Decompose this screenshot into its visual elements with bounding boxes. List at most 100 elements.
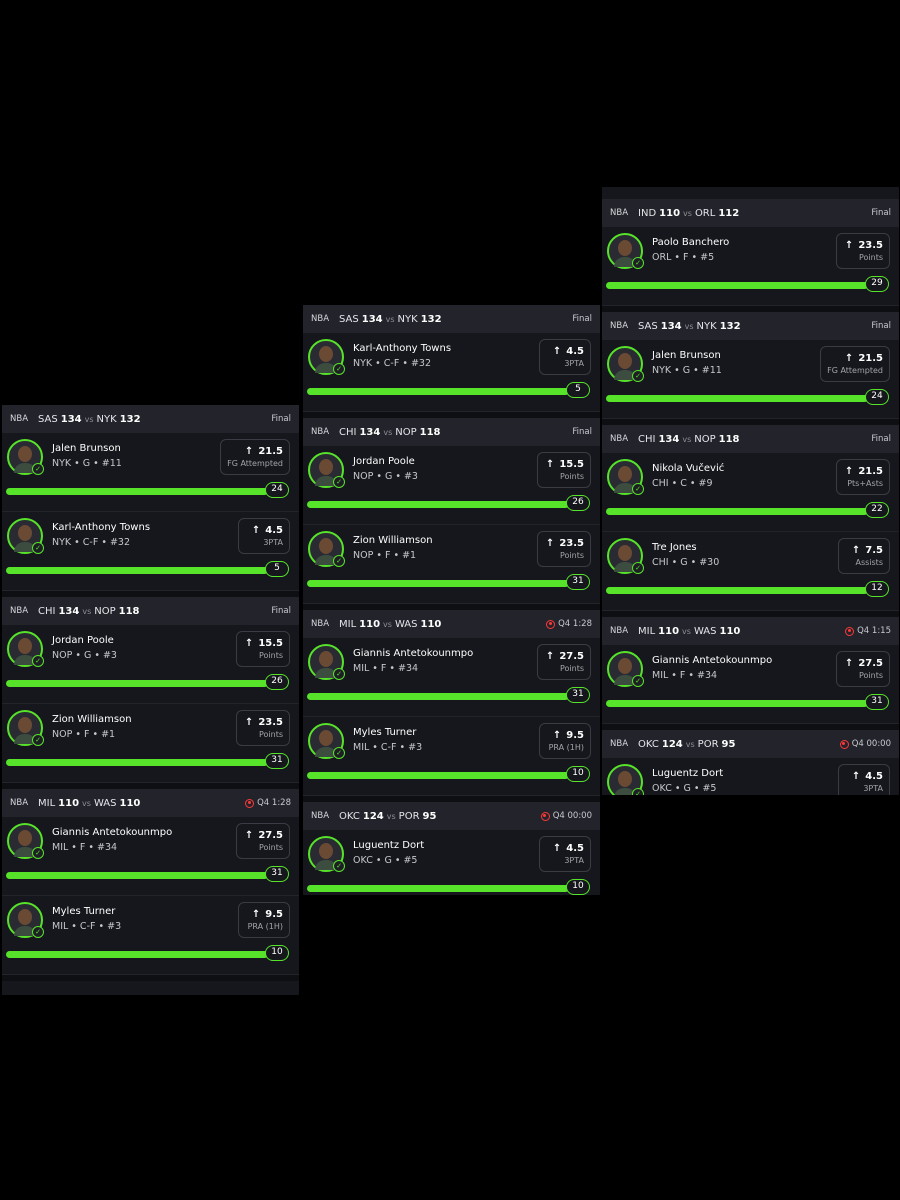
versus-label: vs (684, 321, 694, 331)
pick-row[interactable]: ✓ Giannis Antetokounmpo MIL • F • #34 ↑ 2… (303, 638, 600, 717)
player-avatar[interactable]: ✓ (7, 631, 44, 667)
avatar-body (14, 734, 36, 744)
game-header[interactable]: NBA MIL 110 vs WAS 110 Q4 1:28 (2, 789, 299, 817)
team-away: SAS (339, 313, 359, 325)
pick-row[interactable]: ✓ Jordan Poole NOP • G • #3 ↑ 15.5 Points… (303, 446, 600, 525)
game-card[interactable]: NBA SAS 134 vs NYK 132 Final ✓ Jalen Bru… (2, 405, 299, 597)
prop-line-box[interactable]: ↑ 15.5 Points (537, 452, 591, 488)
player-avatar[interactable]: ✓ (308, 452, 345, 488)
pick-row[interactable]: ✓ Zion Williamson NOP • F • #1 ↑ 23.5 Poi… (303, 525, 600, 604)
pick-row[interactable]: ✓ Myles Turner MIL • C-F • #3 ↑ 9.5 PRA (… (303, 717, 600, 796)
game-card[interactable]: NBA MIL 110 vs WAS 110 Q4 1:28 ✓ Giannis… (303, 610, 600, 802)
game-card[interactable]: NBA CHI 134 vs NOP 118 Final ✓ Jordan Po… (2, 597, 299, 789)
game-header[interactable]: NBA CHI 134 vs NOP 118 Final (602, 425, 899, 453)
prop-line-box[interactable]: ↑ 23.5 Points (537, 531, 591, 567)
prop-line-box[interactable]: ↑ 21.5 FG Attempted (220, 439, 290, 475)
player-avatar[interactable]: ✓ (7, 710, 44, 746)
game-header[interactable]: NBA IND 110 vs ORL 112 Final (602, 199, 899, 227)
game-card[interactable]: NBA SAS 134 vs NYK 132 Final ✓ Karl-Anth… (303, 305, 600, 418)
prop-stat-label: Points (559, 664, 584, 673)
prop-line-box[interactable]: ↑ 7.5 Assists (838, 538, 890, 574)
pick-row[interactable]: ✓ Jalen Brunson NYK • G • #11 ↑ 21.5 FG A… (2, 433, 299, 512)
prop-line-value: 21.5 (858, 466, 883, 477)
player-avatar[interactable]: ✓ (7, 823, 44, 859)
prop-line-box[interactable]: ↑ 9.5 PRA (1H) (539, 723, 591, 759)
prop-line-box[interactable]: ↑ 4.5 3PTA (539, 836, 591, 872)
game-header[interactable]: NBA SAS 134 vs NYK 132 Final (2, 405, 299, 433)
pick-row[interactable]: ✓ Jordan Poole NOP • G • #3 ↑ 15.5 Points… (2, 625, 299, 704)
pick-row[interactable]: ✓ Karl-Anthony Towns NYK • C-F • #32 ↑ 4.… (303, 333, 600, 412)
game-card[interactable]: NBA CHI 134 vs NOP 118 Final ✓ Jordan Po… (303, 418, 600, 610)
player-avatar[interactable]: ✓ (607, 764, 644, 795)
avatar-body (614, 562, 636, 572)
game-header[interactable]: NBA CHI 134 vs NOP 118 Final (303, 418, 600, 446)
pick-row[interactable]: ✓ Giannis Antetokounmpo MIL • F • #34 ↑ 2… (2, 817, 299, 896)
prop-line-box[interactable]: ↑ 21.5 Pts+Asts (836, 459, 890, 495)
progress-bar (6, 680, 268, 687)
prop-line-box[interactable]: ↑ 4.5 3PTA (238, 518, 290, 554)
pick-row[interactable]: ✓ Giannis Antetokounmpo MIL • F • #34 ↑ 2… (602, 645, 899, 724)
prop-stat-label: Points (559, 472, 584, 481)
game-card[interactable]: NBA SAS 134 vs NYK 132 Final ✓ Jalen Bru… (602, 312, 899, 425)
prop-line-box[interactable]: ↑ 9.5 PRA (1H) (238, 902, 290, 938)
game-card[interactable]: NBA OKC 124 vs POR 95 Q4 00:00 ✓ Luguent… (602, 730, 899, 795)
player-avatar[interactable]: ✓ (607, 459, 644, 495)
game-card[interactable]: NBA CHI 134 vs NOP 118 Final ✓ Nikola Vu… (602, 425, 899, 617)
player-avatar[interactable]: ✓ (607, 538, 644, 574)
avatar-head (18, 717, 32, 733)
game-card[interactable]: NBA IND 110 vs ORL 112 Final ✓ Paolo Ban… (602, 199, 899, 312)
pick-row[interactable]: ✓ Karl-Anthony Towns NYK • C-F • #32 ↑ 4.… (2, 512, 299, 591)
game-status-text: Final (572, 314, 592, 324)
prop-line-box[interactable]: ↑ 4.5 3PTA (539, 339, 591, 375)
player-avatar[interactable]: ✓ (308, 339, 345, 375)
prop-line-box[interactable]: ↑ 23.5 Points (236, 710, 290, 746)
game-status-text: Final (871, 208, 891, 218)
player-name: Karl-Anthony Towns (353, 343, 452, 354)
league-label: NBA (610, 626, 629, 636)
pick-row[interactable]: ✓ Luguentz Dort OKC • G • #5 ↑4.5 3PTA 1… (303, 830, 600, 895)
pick-row[interactable]: ✓ Luguentz Dort OKC • G • #5 ↑4.5 3PTA 1… (602, 758, 899, 795)
game-card[interactable]: NBA MIL 110 vs WAS 110 Q4 1:28 ✓ Giannis… (2, 789, 299, 981)
player-avatar[interactable]: ✓ (308, 531, 345, 567)
pick-row[interactable]: ✓ Myles Turner MIL • C-F • #3 ↑ 9.5 PRA (… (2, 896, 299, 975)
player-avatar[interactable]: ✓ (7, 902, 44, 938)
player-info: NYK • C-F • #32 (52, 537, 130, 548)
pick-row[interactable]: ✓ Nikola Vučević CHI • C • #9 ↑ 21.5 Pts+… (602, 453, 899, 532)
prop-line-box[interactable]: ↑ 27.5 Points (836, 651, 890, 687)
avatar-head (319, 538, 333, 554)
team-home: NYK (96, 413, 117, 425)
prop-line-box[interactable]: ↑ 4.5 3PTA (838, 764, 890, 795)
game-header[interactable]: NBA MIL 110 vs WAS 110 Q4 1:28 (303, 610, 600, 638)
prop-line-value: 23.5 (858, 240, 883, 251)
player-avatar[interactable]: ✓ (607, 651, 644, 687)
player-avatar[interactable]: ✓ (607, 233, 644, 269)
player-avatar[interactable]: ✓ (308, 836, 345, 872)
game-header[interactable]: NBA MIL 110 vs WAS 110 Q4 1:15 (602, 617, 899, 645)
game-header[interactable]: NBA SAS 134 vs NYK 132 Final (602, 312, 899, 340)
player-name: Luguentz Dort (353, 840, 425, 851)
pick-row[interactable]: ✓ Tre Jones CHI • G • #30 ↑ 7.5 Assists 1… (602, 532, 899, 611)
player-name: Paolo Banchero (652, 237, 730, 248)
player-avatar[interactable]: ✓ (308, 644, 345, 680)
pick-row[interactable]: ✓ Paolo Banchero ORL • F • #5 ↑ 23.5 Poin… (602, 227, 899, 306)
game-card[interactable]: NBA OKC 124 vs POR 95 Q4 00:00 ✓ Luguent… (303, 802, 600, 895)
prop-line-box[interactable]: ↑ 23.5 Points (836, 233, 890, 269)
prop-line-value: 4.5 (566, 346, 584, 357)
pick-row[interactable]: ✓ Jalen Brunson NYK • G • #11 ↑ 21.5 FG A… (602, 340, 899, 419)
player-avatar[interactable]: ✓ (607, 346, 644, 382)
prop-line-box[interactable]: ↑ 15.5 Points (236, 631, 290, 667)
game-header[interactable]: NBA SAS 134 vs NYK 132 Final (303, 305, 600, 333)
prop-line-box[interactable]: ↑ 27.5 Points (537, 644, 591, 680)
prop-line-box[interactable]: ↑ 27.5 Points (236, 823, 290, 859)
game-card[interactable]: NBA MIL 110 vs WAS 110 Q4 1:15 ✓ Giannis… (602, 617, 899, 730)
game-header[interactable]: NBA OKC 124 vs POR 95 Q4 00:00 (602, 730, 899, 758)
avatar-head (618, 545, 632, 561)
player-avatar[interactable]: ✓ (7, 439, 44, 475)
game-header[interactable]: NBA CHI 134 vs NOP 118 Final (2, 597, 299, 625)
pick-row[interactable]: ✓ Zion Williamson NOP • F • #1 ↑ 23.5 Poi… (2, 704, 299, 783)
game-header[interactable]: NBA OKC 124 vs POR 95 Q4 00:00 (303, 802, 600, 830)
prop-line-box[interactable]: ↑ 21.5 FG Attempted (820, 346, 890, 382)
player-avatar[interactable]: ✓ (7, 518, 44, 554)
player-avatar[interactable]: ✓ (308, 723, 345, 759)
league-label: NBA (610, 321, 629, 331)
